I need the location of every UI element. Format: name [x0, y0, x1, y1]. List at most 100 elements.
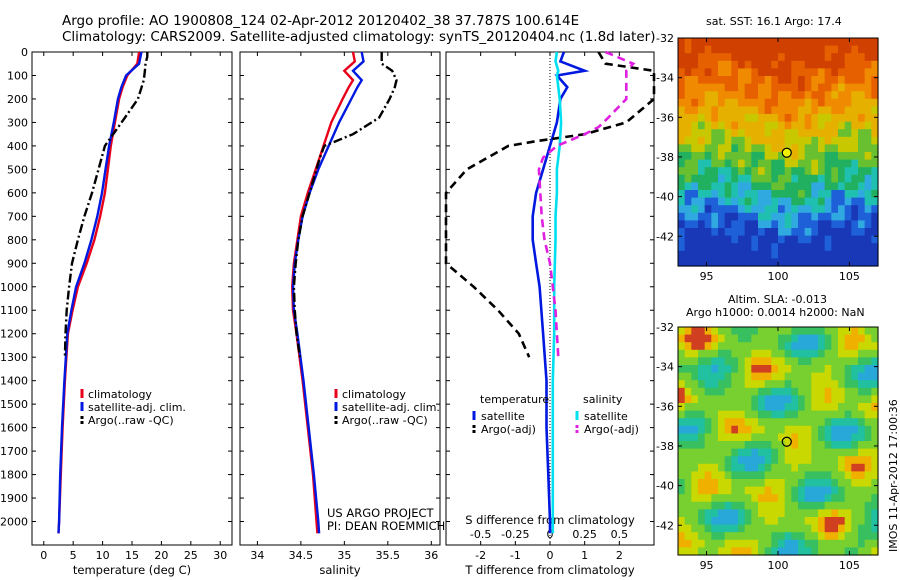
map-cell	[738, 403, 746, 412]
map-cell	[698, 167, 706, 176]
map-cell	[838, 129, 846, 138]
map-cell	[818, 106, 826, 115]
map-cell	[764, 197, 772, 206]
map-cell	[864, 403, 872, 412]
map-cell	[798, 220, 806, 229]
map-cell	[858, 68, 866, 77]
map-cell	[691, 152, 699, 161]
map-cell	[678, 106, 686, 115]
map-cell	[764, 486, 772, 495]
map-cell	[764, 357, 772, 366]
map-cell	[778, 448, 786, 457]
map-cell	[758, 471, 766, 480]
map-cell	[818, 471, 826, 480]
map-cell	[731, 60, 739, 69]
map-cell	[831, 228, 839, 237]
map-cell	[678, 136, 686, 145]
map-cell	[698, 45, 706, 54]
map-cell	[864, 76, 872, 85]
map-cell	[704, 365, 712, 374]
map-cell	[831, 68, 839, 77]
map-cell	[731, 349, 739, 358]
map-cell	[758, 60, 766, 69]
map-cell	[858, 403, 866, 412]
map-cell	[691, 174, 699, 183]
map-cell	[724, 524, 732, 533]
map-cell	[758, 365, 766, 374]
map-cell	[784, 501, 792, 510]
map-cell	[718, 258, 726, 267]
map-cell	[871, 98, 879, 107]
map-cell	[858, 547, 866, 556]
map-cell	[724, 174, 732, 183]
map-cell	[744, 258, 752, 267]
map-cell	[684, 38, 692, 47]
map-cell	[744, 205, 752, 214]
map-cell	[758, 463, 766, 472]
map-cell	[871, 441, 879, 450]
map-cell	[864, 91, 872, 100]
map-cell	[704, 243, 712, 252]
map-cell	[818, 212, 826, 221]
map-cell	[804, 471, 812, 480]
map-cell	[778, 76, 786, 85]
map-cell	[798, 509, 806, 518]
map-cell	[718, 479, 726, 488]
map-cell	[798, 98, 806, 107]
map-cell	[698, 220, 706, 229]
map-cell	[784, 418, 792, 427]
map-cell	[824, 539, 832, 548]
map-cell	[724, 228, 732, 237]
map-cell	[798, 258, 806, 267]
map-cell	[871, 509, 879, 518]
map-cell	[858, 448, 866, 457]
map-cell	[871, 517, 879, 526]
map-cell	[724, 517, 732, 526]
map-cell	[824, 425, 832, 434]
map-cell	[811, 250, 819, 259]
map-cell	[864, 114, 872, 123]
map-cell	[804, 106, 812, 115]
map-cell	[771, 182, 779, 191]
map-cell	[824, 441, 832, 450]
map-cell	[684, 448, 692, 457]
map-cell	[784, 486, 792, 495]
map-cell	[844, 342, 852, 351]
map-cell	[704, 448, 712, 457]
map-cell	[764, 463, 772, 472]
map-cell	[718, 121, 726, 130]
map-cell	[751, 395, 759, 404]
map-cell	[738, 167, 746, 176]
map-cell	[691, 441, 699, 450]
map-cell	[698, 517, 706, 526]
map-cell	[858, 418, 866, 427]
map-cell	[704, 159, 712, 168]
map-cell	[751, 463, 759, 472]
map-cell	[831, 524, 839, 533]
map-cell	[731, 357, 739, 366]
map-cell	[711, 524, 719, 533]
map-cell	[758, 327, 766, 336]
map-cell	[851, 509, 859, 518]
map-cell	[871, 349, 879, 358]
map-cell	[771, 205, 779, 214]
y-tick-label: 1800	[0, 469, 28, 482]
map-cell	[824, 471, 832, 480]
map-cell	[851, 433, 859, 442]
map-cell	[724, 479, 732, 488]
map-cell	[824, 403, 832, 412]
map-cell	[811, 486, 819, 495]
map-cell	[831, 372, 839, 381]
map-cell	[738, 479, 746, 488]
map-cell	[718, 129, 726, 138]
map-cell	[851, 243, 859, 252]
map-cell	[678, 456, 686, 465]
map-cell	[691, 205, 699, 214]
map-cell	[771, 425, 779, 434]
map-cell	[718, 228, 726, 237]
map-cell	[858, 486, 866, 495]
map-cell	[798, 83, 806, 92]
map-cell	[718, 174, 726, 183]
map-cell	[731, 509, 739, 518]
map-cell	[758, 167, 766, 176]
